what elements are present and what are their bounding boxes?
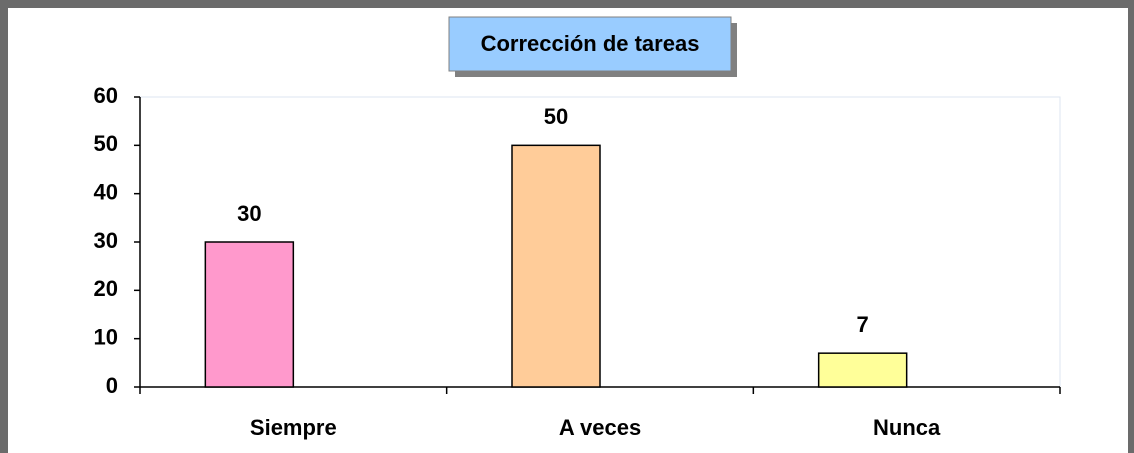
x-tick-label: Siempre <box>250 415 337 440</box>
data-label: 30 <box>237 201 261 226</box>
data-label: 7 <box>857 312 869 337</box>
frame-top <box>0 0 1134 8</box>
bar <box>817 352 908 388</box>
y-tick-label: 20 <box>94 276 118 301</box>
bar <box>511 144 601 388</box>
x-tick-label: Nunca <box>873 415 941 440</box>
y-tick-label: 60 <box>94 83 118 108</box>
bar <box>204 241 295 388</box>
chart-title: Corrección de tareas <box>481 31 700 56</box>
y-tick-label: 0 <box>106 373 118 398</box>
y-tick-label: 50 <box>94 131 118 156</box>
title-box <box>448 16 732 72</box>
data-label: 50 <box>544 104 568 129</box>
y-tick-label: 10 <box>94 324 118 349</box>
frame-left <box>0 0 8 453</box>
x-tick-label: A veces <box>559 415 641 440</box>
y-tick-label: 40 <box>94 179 118 204</box>
frame-right <box>1128 0 1134 453</box>
y-tick-label: 30 <box>94 228 118 253</box>
